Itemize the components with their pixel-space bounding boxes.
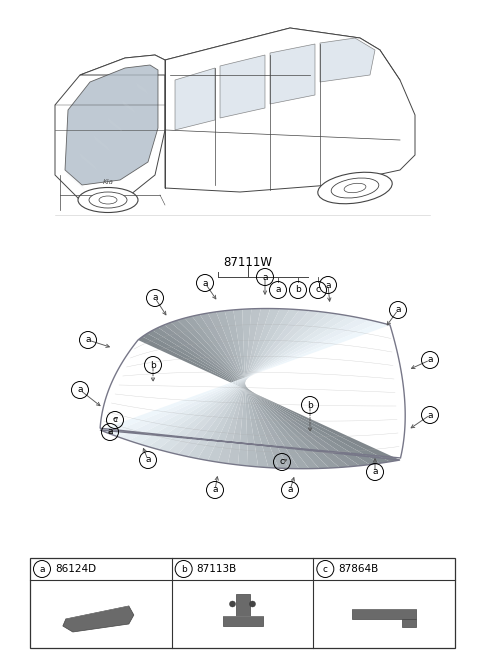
Polygon shape: [100, 322, 390, 434]
Text: b: b: [295, 285, 301, 295]
Ellipse shape: [331, 178, 379, 198]
Polygon shape: [236, 594, 250, 616]
Polygon shape: [188, 309, 300, 459]
Polygon shape: [108, 117, 123, 133]
Polygon shape: [143, 333, 390, 463]
Polygon shape: [198, 309, 289, 461]
Ellipse shape: [78, 188, 138, 213]
Polygon shape: [200, 313, 299, 468]
Polygon shape: [352, 609, 416, 619]
Polygon shape: [320, 38, 375, 82]
Polygon shape: [65, 65, 158, 185]
Polygon shape: [147, 331, 380, 464]
Text: a: a: [85, 335, 91, 344]
Polygon shape: [233, 309, 258, 467]
Polygon shape: [225, 310, 268, 468]
Polygon shape: [139, 314, 349, 447]
Polygon shape: [192, 315, 309, 468]
Text: b: b: [150, 361, 156, 369]
Polygon shape: [148, 313, 339, 449]
Text: a: a: [372, 468, 378, 476]
Text: a: a: [212, 485, 218, 495]
Polygon shape: [109, 320, 380, 438]
Polygon shape: [178, 310, 309, 457]
FancyBboxPatch shape: [30, 558, 455, 648]
Text: 86124D: 86124D: [55, 564, 96, 574]
Text: a: a: [325, 281, 331, 289]
Circle shape: [229, 601, 236, 607]
Text: a: a: [145, 455, 151, 464]
Polygon shape: [175, 68, 215, 130]
Polygon shape: [228, 308, 261, 465]
Text: 87111W: 87111W: [224, 255, 273, 268]
Text: b: b: [307, 401, 313, 409]
Text: c: c: [279, 457, 285, 466]
Polygon shape: [138, 337, 400, 462]
Text: a: a: [427, 411, 433, 419]
Text: b: b: [181, 565, 187, 573]
Text: c: c: [323, 565, 328, 573]
Polygon shape: [220, 55, 265, 118]
Ellipse shape: [89, 192, 127, 208]
Text: a: a: [427, 356, 433, 365]
Text: a: a: [107, 428, 113, 436]
Text: 87864B: 87864B: [338, 564, 379, 574]
Text: a: a: [202, 279, 208, 287]
Polygon shape: [216, 311, 278, 468]
Polygon shape: [153, 327, 370, 466]
Polygon shape: [55, 55, 165, 200]
Ellipse shape: [318, 173, 392, 204]
Ellipse shape: [99, 196, 117, 204]
Polygon shape: [171, 320, 339, 468]
Polygon shape: [63, 606, 134, 632]
Text: Kia: Kia: [103, 179, 113, 185]
Text: a: a: [262, 272, 268, 281]
Polygon shape: [165, 28, 415, 192]
Text: a: a: [152, 293, 158, 302]
Text: c: c: [315, 285, 321, 295]
Polygon shape: [119, 318, 370, 441]
Ellipse shape: [344, 183, 366, 193]
Text: 87113B: 87113B: [197, 564, 237, 574]
Polygon shape: [121, 100, 136, 113]
Polygon shape: [93, 135, 110, 152]
Text: a: a: [275, 285, 281, 295]
Polygon shape: [208, 308, 280, 462]
Polygon shape: [158, 325, 360, 466]
Polygon shape: [208, 312, 289, 468]
Text: a: a: [395, 306, 401, 314]
Polygon shape: [168, 310, 319, 455]
Polygon shape: [80, 28, 380, 75]
Polygon shape: [185, 316, 319, 468]
Polygon shape: [402, 619, 416, 627]
Circle shape: [250, 601, 255, 607]
Polygon shape: [218, 308, 270, 464]
Polygon shape: [158, 312, 329, 452]
Polygon shape: [79, 152, 97, 171]
Text: a: a: [287, 485, 293, 495]
Polygon shape: [164, 322, 349, 468]
Polygon shape: [136, 83, 148, 94]
Polygon shape: [178, 318, 329, 468]
Polygon shape: [65, 170, 85, 190]
Polygon shape: [238, 309, 252, 466]
Polygon shape: [223, 616, 263, 626]
Polygon shape: [270, 44, 315, 104]
Text: a: a: [39, 565, 45, 573]
Text: c: c: [112, 415, 118, 424]
Text: a: a: [77, 386, 83, 394]
Polygon shape: [129, 316, 360, 443]
